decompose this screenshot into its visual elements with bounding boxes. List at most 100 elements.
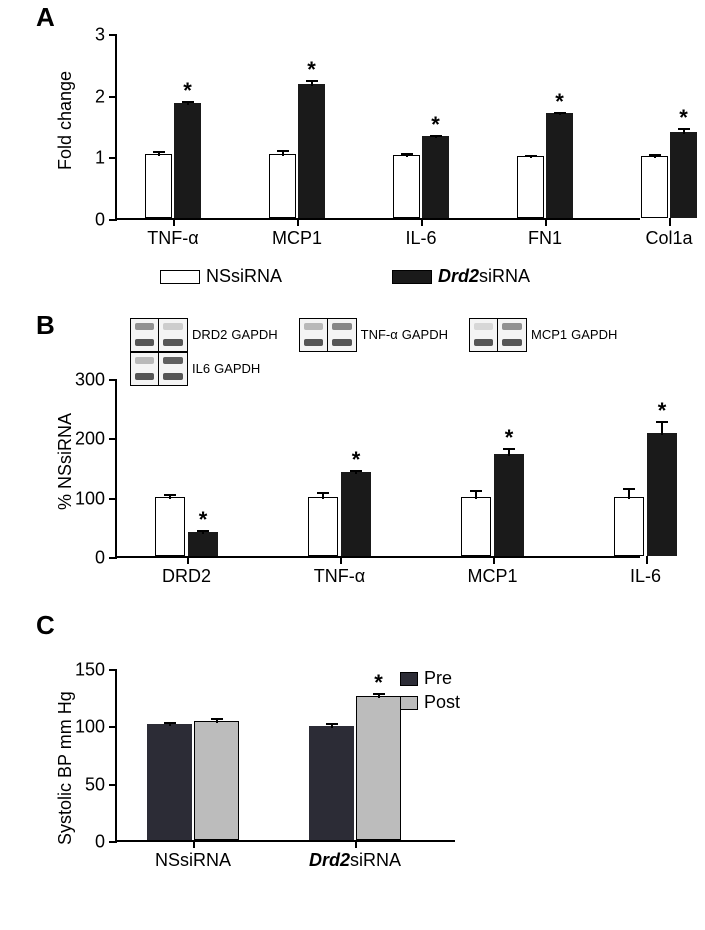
sig-marker: *	[679, 105, 688, 131]
errorcap	[211, 718, 223, 720]
xtick-label: FN1	[528, 228, 562, 249]
sig-marker: *	[431, 112, 440, 138]
legend-swatch	[400, 696, 418, 710]
errorcap	[470, 490, 482, 492]
blot-image	[130, 318, 188, 352]
bar-Pre	[147, 724, 192, 840]
panel-a-chart: 0123TNF-α*MCP1*IL-6*FN1*Col1a*	[115, 35, 640, 220]
ytick	[109, 557, 117, 559]
errorcap	[164, 722, 176, 724]
panel-c: C Systolic BP mm Hg 050100150NSsiRNADrd2…	[0, 610, 705, 930]
panel-c-ylabel: Systolic BP mm Hg	[55, 691, 76, 845]
xtick-label: NSsiRNA	[155, 850, 231, 871]
legend-item: Pre	[400, 668, 460, 689]
blot-label-bottom: GAPDH	[231, 327, 277, 342]
ytick	[109, 784, 117, 786]
ytick-label: 50	[85, 774, 105, 795]
bar-Pre	[309, 726, 354, 840]
xtick	[646, 556, 648, 564]
sig-marker: *	[199, 507, 208, 533]
blot-label-top: IL6	[192, 361, 210, 376]
panel-a-legend: NSsiRNA Drd2siRNA	[160, 266, 640, 289]
ytick	[109, 379, 117, 381]
errorcap	[525, 155, 537, 157]
legend-item: NSsiRNA	[160, 266, 282, 287]
bar-Drd2siRNA	[670, 132, 697, 218]
errorcap	[164, 494, 176, 496]
bar-NSsiRNA	[155, 497, 185, 556]
errorcap	[623, 488, 635, 490]
ytick	[109, 726, 117, 728]
xtick-label: DRD2	[162, 566, 211, 587]
errorcap	[153, 151, 165, 153]
xtick-label: Drd2siRNA	[309, 850, 401, 871]
legend-swatch	[392, 270, 432, 284]
ytick	[109, 438, 117, 440]
bar-Drd2siRNA	[422, 136, 449, 218]
ytick	[109, 219, 117, 221]
ytick	[109, 498, 117, 500]
ytick	[109, 669, 117, 671]
legend-label: Pre	[424, 668, 452, 689]
errorcap	[317, 492, 329, 494]
ytick-label: 200	[75, 429, 105, 450]
legend-item: Drd2siRNA	[392, 266, 530, 287]
sig-marker: *	[505, 425, 514, 451]
bar-Drd2siRNA	[647, 433, 677, 556]
sig-marker: *	[555, 89, 564, 115]
xtick-label: IL-6	[405, 228, 436, 249]
ytick-label: 0	[95, 548, 105, 569]
panel-c-label: C	[36, 610, 55, 641]
legend-swatch	[400, 672, 418, 686]
ytick-label: 150	[75, 660, 105, 681]
bar-NSsiRNA	[308, 497, 338, 556]
bar-NSsiRNA	[641, 156, 668, 218]
legend-item: Post	[400, 692, 460, 713]
bar-Drd2siRNA	[546, 113, 573, 218]
sig-marker: *	[352, 447, 361, 473]
panel-b-ylabel: % NSsiRNA	[55, 413, 76, 510]
bar-Post	[356, 696, 401, 840]
legend-swatch	[160, 270, 200, 284]
blot-label-bottom: GAPDH	[402, 327, 448, 342]
panel-c-legend: Pre Post	[400, 668, 460, 716]
errorcap	[401, 153, 413, 155]
bar-Drd2siRNA	[298, 84, 325, 218]
ytick-label: 1	[95, 148, 105, 169]
ytick-label: 300	[75, 370, 105, 391]
bar-Drd2siRNA	[188, 532, 218, 556]
errorbar	[475, 491, 477, 499]
xtick	[421, 218, 423, 226]
bar-Post	[194, 721, 239, 840]
ytick-label: 100	[75, 488, 105, 509]
bar-NSsiRNA	[269, 154, 296, 218]
xtick	[493, 556, 495, 564]
legend-label: Post	[424, 692, 460, 713]
bar-Drd2siRNA	[341, 472, 371, 556]
ytick	[109, 34, 117, 36]
bar-Drd2siRNA	[174, 103, 201, 218]
xtick-label: MCP1	[467, 566, 517, 587]
bar-Drd2siRNA	[494, 454, 524, 556]
bar-NSsiRNA	[461, 497, 491, 556]
ytick-label: 0	[95, 832, 105, 853]
ytick-label: 3	[95, 25, 105, 46]
sig-marker: *	[307, 57, 316, 83]
xtick	[545, 218, 547, 226]
panel-a-ylabel: Fold change	[55, 71, 76, 170]
xtick	[193, 840, 195, 848]
panel-b-chart: 0100200300DRD2*TNF-α*MCP1*IL-6*	[115, 380, 640, 558]
panel-b: B DRD2GAPDHTNF-αGAPDHMCP1GAPDHIL6GAPDH %…	[0, 310, 705, 630]
blot-label-bottom: GAPDH	[571, 327, 617, 342]
errorbar	[628, 489, 630, 499]
bar-NSsiRNA	[517, 156, 544, 218]
ytick	[109, 96, 117, 98]
xtick	[187, 556, 189, 564]
xtick	[355, 840, 357, 848]
errorcap	[277, 150, 289, 152]
xtick-label: IL-6	[630, 566, 661, 587]
xtick-label: TNF-α	[147, 228, 198, 249]
xtick	[669, 218, 671, 226]
bar-NSsiRNA	[614, 497, 644, 556]
xtick-label: TNF-α	[314, 566, 365, 587]
